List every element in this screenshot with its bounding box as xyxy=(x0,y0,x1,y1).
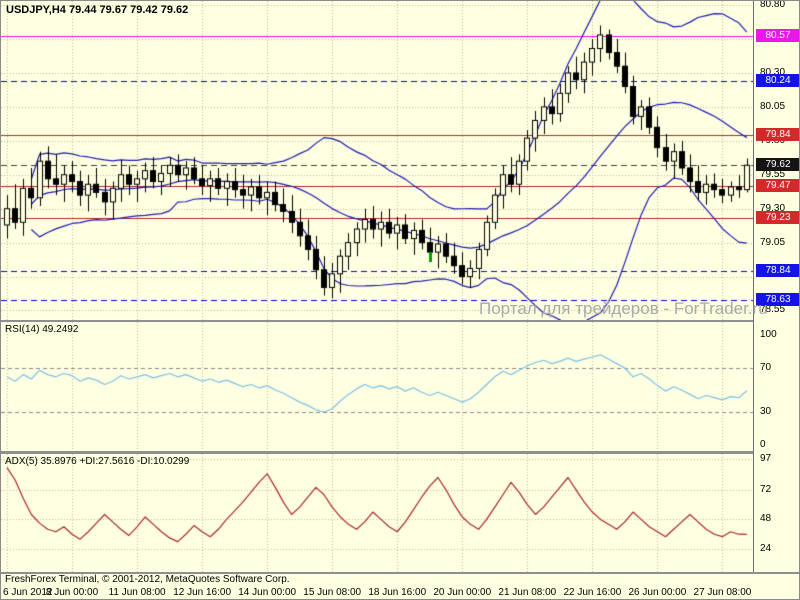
price-level-badge: 78.84 xyxy=(756,264,799,278)
price-chart-canvas[interactable] xyxy=(1,1,753,320)
price-scale-label: 79.05 xyxy=(760,236,786,248)
time-axis-label: 6 Jun 2012 xyxy=(3,587,53,598)
rsi-scale-label: 0 xyxy=(760,439,766,450)
watermark: Портал для трейдеров - ForTrader.ru xyxy=(479,299,768,318)
adx-chart-canvas[interactable] xyxy=(1,454,753,572)
price-scale-label: 79.55 xyxy=(760,168,786,180)
time-axis-label: 26 Jun 00:00 xyxy=(628,587,687,598)
adx-scale-label: 97 xyxy=(760,453,772,464)
time-axis-label: 14 Jun 00:00 xyxy=(238,587,297,598)
price-scale-label: 80.05 xyxy=(760,100,786,112)
time-axis-label: 15 Jun 08:00 xyxy=(303,587,362,598)
price-scale-label: 80.80 xyxy=(760,0,786,11)
price-level-badge: 79.84 xyxy=(756,128,799,142)
price-level-badge: 79.23 xyxy=(756,211,799,225)
rsi-scale-label: 30 xyxy=(760,406,772,417)
chart-title: USDJPY,H4 79.44 79.67 79.42 79.62 xyxy=(6,4,189,16)
time-axis-label: 22 Jun 16:00 xyxy=(563,587,622,598)
time-axis-label: 8 Jun 00:00 xyxy=(45,587,99,598)
time-axis-label: 27 Jun 08:00 xyxy=(693,587,752,598)
main-chart-panel: USDJPY,H4 79.44 79.67 79.42 79.62 xyxy=(1,1,753,320)
time-axis-label: 20 Jun 00:00 xyxy=(433,587,492,598)
adx-scale-label: 72 xyxy=(760,483,772,495)
adx-scale-label: 48 xyxy=(760,513,772,525)
price-level-badge: 79.47 xyxy=(756,178,799,192)
adx-indicator-panel: ADX(5) 35.8976 +DI:27.5616 -DI:10.0299 xyxy=(1,454,753,572)
adx-indicator-label: ADX(5) 35.8976 +DI:27.5616 -DI:10.0299 xyxy=(5,456,190,467)
bottom-axis-strip: FreshForex Terminal, © 2001-2012, MetaQu… xyxy=(1,574,799,599)
copyright-text: FreshForex Terminal, © 2001-2012, MetaQu… xyxy=(5,574,290,585)
rsi-scale-label: 70 xyxy=(760,362,772,373)
panel-divider[interactable] xyxy=(1,320,799,322)
price-level-badge: 80.57 xyxy=(756,29,799,43)
price-scale-label: 80.30 xyxy=(760,66,786,78)
rsi-indicator-label: RSI(14) 49.2492 xyxy=(5,324,79,335)
time-axis-label: 18 Jun 16:00 xyxy=(368,587,427,598)
adx-scale-label: 24 xyxy=(760,543,772,554)
rsi-chart-canvas[interactable] xyxy=(1,322,753,451)
rsi-scale-label: 100 xyxy=(760,329,777,340)
price-level-badge: 78.63 xyxy=(756,292,799,306)
time-axis-label: 21 Jun 08:00 xyxy=(498,587,557,598)
panel-divider[interactable] xyxy=(1,572,799,574)
price-level-badge: 80.24 xyxy=(756,74,799,88)
time-axis-label: 12 Jun 16:00 xyxy=(173,587,232,598)
rsi-indicator-panel: RSI(14) 49.2492 xyxy=(1,322,753,451)
panel-divider[interactable] xyxy=(1,451,799,454)
price-scale[interactable]: 80.8080.3080.0579.8079.5579.3079.0578.55… xyxy=(753,0,799,572)
price-scale-label: 79.30 xyxy=(760,202,786,214)
price-level-badge: 79.62 xyxy=(756,158,799,172)
time-axis-label: 11 Jun 08:00 xyxy=(108,587,166,598)
time-scale[interactable]: 6 Jun 2012 8 Jun 00:00 11 Jun 08:00 12 Jun … xyxy=(1,574,799,599)
price-scale-label: 78.55 xyxy=(760,304,786,316)
